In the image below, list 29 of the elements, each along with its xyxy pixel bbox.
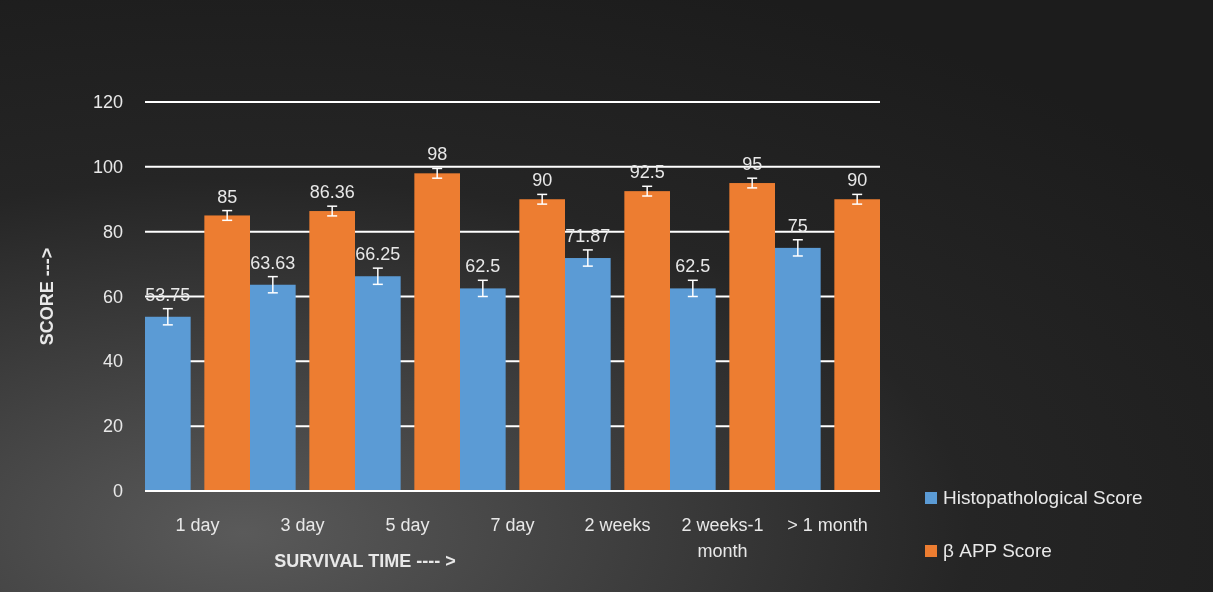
data-label: 75 (787, 215, 808, 236)
data-label: 92.5 (629, 162, 665, 183)
data-label: 62.5 (465, 256, 501, 277)
x-tick-label: 1 day (175, 515, 220, 535)
y-tick-label: 40 (102, 351, 123, 372)
data-label: 63.63 (250, 252, 296, 273)
y-axis-title: SCORE ---> (37, 247, 57, 346)
data-label: 90 (532, 170, 553, 191)
x-tick-label: 3 day (280, 515, 325, 535)
x-tick-label: > 1 month (787, 515, 868, 535)
y-tick-label: 60 (102, 286, 123, 307)
data-label: 86.36 (309, 182, 355, 203)
x-tick-label: 2 weeks (584, 515, 651, 535)
data-label: 85 (217, 186, 238, 207)
x-tick-label: 5 day (385, 515, 430, 535)
legend-label: Histopathological Score (943, 487, 1143, 508)
x-tick-label: 2 weeks-1 month (681, 515, 764, 561)
y-tick-label: 120 (92, 92, 123, 112)
data-label: 62.5 (675, 256, 711, 277)
x-axis-title: SURVIVAL TIME ---- > (274, 551, 456, 571)
legend-label: β APP Score (943, 540, 1052, 561)
y-tick-label: 0 (112, 481, 123, 501)
data-label: 66.25 (355, 244, 401, 265)
x-tick-label: 7 day (490, 515, 535, 535)
y-tick-label: 20 (102, 416, 123, 437)
y-tick-label: 100 (92, 156, 123, 177)
data-label: 90 (847, 170, 868, 191)
y-tick-label: 80 (102, 221, 123, 242)
data-label: 98 (427, 144, 448, 165)
